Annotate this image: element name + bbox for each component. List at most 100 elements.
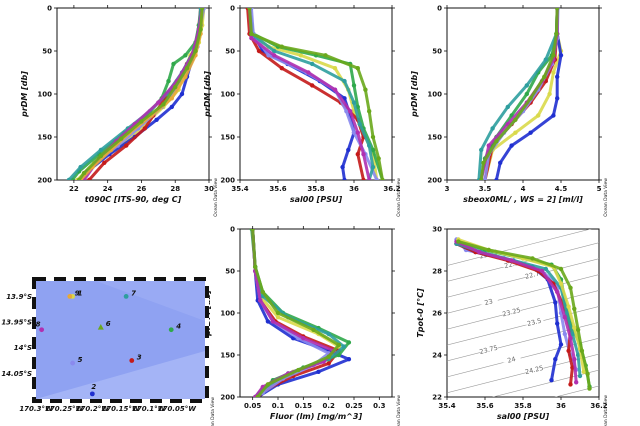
data-point [351,83,357,88]
x-tick-label: 35.6 [269,185,286,193]
data-point [275,315,281,320]
x-tick-label: 0.05 [244,402,261,410]
data-point [247,8,252,11]
data-point [554,31,559,36]
data-point [513,117,518,123]
data-point [370,147,376,153]
ts-data-point [553,357,558,362]
station-label: 6 [106,320,111,328]
data-point [340,164,345,170]
map-frame-dash [32,277,209,403]
isopycnal-label: 24 [506,355,516,365]
data-point [119,136,124,141]
x-tick-label: 35.8 [514,402,531,410]
data-point [183,53,188,58]
isopycnal-line [447,290,599,330]
ts-data-point [577,373,583,379]
data-point [332,66,338,71]
x-tick-label: 4 [521,185,526,193]
station-marker [123,293,129,299]
ts-data-point [486,247,491,253]
data-point [524,91,529,97]
ts-data-point [568,382,573,387]
data-point [361,177,366,180]
data-point [326,361,331,366]
data-point [173,84,178,90]
x-axis-label: sal00 [PSU] [497,412,550,421]
x-tick-label: 28 [170,185,180,193]
data-point [342,78,347,84]
series-line-st6 [251,229,341,397]
y-tick-label: 200 [220,394,235,402]
isopycnal-label-bg [479,345,498,353]
ts-data-point [477,249,482,255]
data-point [193,48,198,54]
data-point [301,336,306,341]
data-point [505,104,510,110]
data-point [555,96,560,101]
data-point [376,156,381,161]
data-point [316,369,321,374]
isopycnal-label-bg [502,307,521,315]
ts-data-point [543,266,548,272]
y-tick-label: 0 [230,5,235,13]
y-tick-label: 150 [37,134,52,142]
data-point [310,83,315,88]
data-point [342,177,347,180]
series-line-st7 [248,8,375,180]
data-point [260,289,265,295]
station-label: 2 [91,383,96,391]
data-point [543,57,548,62]
ts-data-point [581,369,586,374]
data-point [509,143,514,148]
data-point [494,177,499,180]
data-point [361,152,366,157]
x-tick-label: 0.25 [345,402,362,410]
data-point [355,66,360,71]
ts-data-point [539,268,545,274]
data-point [139,119,144,124]
data-point [351,130,357,135]
data-point [253,264,258,269]
data-point [272,48,277,54]
y-tick-label: 28 [432,268,442,276]
y-axis-label: prDM [db] [410,71,419,118]
data-point [169,104,174,110]
data-point [279,66,284,71]
data-point [326,354,331,359]
odv-watermark: Ocean Data View [213,178,219,217]
y-axis-label: prDM [db] [203,71,212,118]
data-point [184,66,190,71]
data-point [198,27,203,32]
ts-data-point [553,300,558,305]
station-marker [129,358,135,363]
map-lat-label: 14.05°S [1,370,32,378]
data-point [166,78,171,84]
x-tick-label: 35.6 [476,402,493,410]
data-point [551,53,556,58]
y-tick-label: 22 [432,394,442,402]
series-group [245,8,385,180]
odv-watermark: Ocean Data View [396,178,402,217]
map-lon-label: 170.05°W [158,405,197,413]
data-point [555,74,560,80]
x-tick-label: 36.2 [590,402,607,410]
odv-watermark: Ocean Data View [603,395,609,426]
data-point [357,121,362,127]
ts-data-point [564,310,569,316]
map-lon-label: 170.25°W [45,405,84,413]
x-tick-label: 0.1 [272,402,285,410]
isopycnal-label-bg [502,259,521,267]
temp-panel: 22 24 26 28 30 0 50 100 150 200 t090C [ITS-90, deg… [20,5,219,217]
data-point [332,87,338,92]
x-tick-label: 35.4 [231,185,248,193]
data-point [124,143,129,148]
y-axis-label: Tpot-0 [°C] [416,288,425,338]
ts-data-point [572,357,577,362]
data-point [558,53,564,58]
data-point [98,153,104,159]
map-frame [32,277,209,403]
data-point [542,74,547,80]
odv-watermark: Ocean Data View [210,397,216,426]
